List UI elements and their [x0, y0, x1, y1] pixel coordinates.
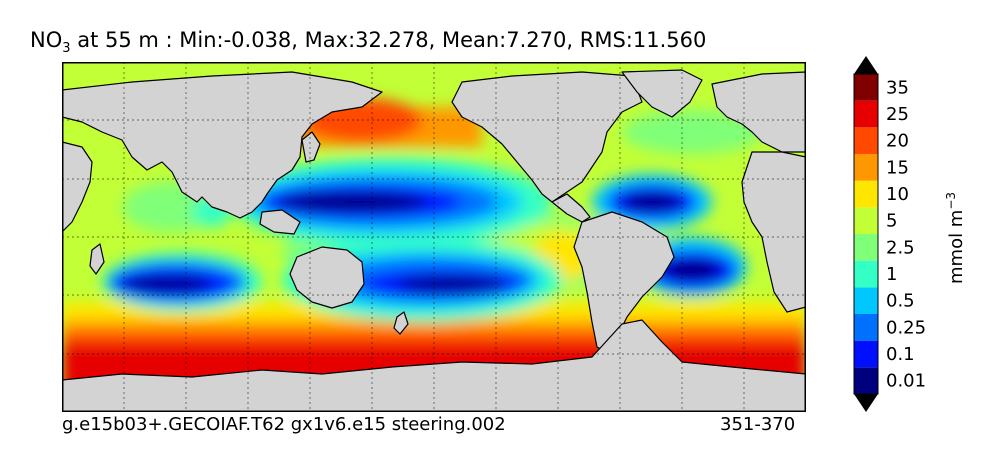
colorbar-swatch — [854, 260, 878, 288]
north-pacific-gyre-center — [277, 192, 427, 212]
colorbar-tick-label: 20 — [886, 131, 909, 152]
colorbar-swatch — [854, 154, 878, 181]
north-atlantic-subpolar — [622, 110, 762, 154]
north-atlantic-gyre-center — [622, 193, 682, 211]
year-range-label: 351-370 — [720, 414, 796, 435]
colorbar-tick-label: 0.25 — [886, 317, 926, 338]
map-title: NO3 at 55 m : Min:-0.038, Max:32.278, Me… — [30, 28, 706, 56]
south-atlantic-gyre-center — [662, 260, 722, 280]
title-species: NO — [30, 28, 63, 52]
colorbar-tick-label: 2.5 — [886, 237, 915, 258]
land-africa — [62, 141, 93, 233]
colorbar-tick-label: 25 — [886, 104, 909, 125]
colorbar-swatch — [854, 127, 878, 154]
land-madagascar — [89, 243, 105, 275]
land-europe — [711, 71, 806, 153]
run-id-label: g.e15b03+.GECOIAF.T62 gx1v6.e15 steering… — [62, 414, 506, 435]
colorbar: 0.01 0.1 0.25 0.5 1 2.5 5 10 15 20 25 35 mmol m−3 — [853, 56, 967, 412]
colorbar-swatch — [854, 367, 878, 394]
colorbar-tick-label: 5 — [886, 211, 897, 232]
land-greenland — [621, 69, 703, 118]
colorbar-swatch — [854, 314, 878, 341]
colorbar-swatch — [854, 74, 878, 101]
colorbar-tick-label: 15 — [886, 157, 909, 178]
colorbar-frame — [853, 73, 879, 395]
land-new-zealand — [393, 311, 409, 335]
land-maritime-asia — [259, 209, 301, 235]
colorbar-unit: mmol m — [946, 210, 967, 284]
colorbar-tick-label: 10 — [886, 184, 909, 205]
colorbar-swatch — [854, 340, 878, 368]
colorbar-tick-label: 0.5 — [886, 291, 915, 312]
colorbar-tick-label: 1 — [886, 264, 897, 285]
colorbar-swatch — [854, 207, 878, 234]
indian-gyre-center — [122, 276, 212, 292]
colorbar-swatch — [854, 180, 878, 208]
ocean-nitrate-map — [62, 62, 806, 412]
land-australia — [289, 246, 365, 309]
title-subscript: 3 — [62, 41, 71, 57]
colorbar-tick-label: 0.01 — [886, 371, 926, 392]
colorbar-over-arrow — [854, 56, 878, 74]
colorbar-tick-label: 35 — [886, 77, 909, 98]
colorbar-tick-label: 0.1 — [886, 344, 915, 365]
colorbar-swatch — [854, 287, 878, 314]
south-pacific-gyre-center — [397, 276, 507, 292]
title-stats: at 55 m : Min:-0.038, Max:32.278, Mean:7… — [70, 28, 707, 52]
land-eurasia — [62, 71, 383, 219]
colorbar-swatch — [854, 100, 878, 128]
graticule — [62, 62, 806, 412]
colorbar-under-arrow — [854, 394, 878, 412]
map-frame — [62, 62, 806, 412]
colorbar-swatch — [854, 234, 878, 261]
land-africa-west — [741, 151, 806, 313]
land-central-america — [551, 193, 591, 223]
svg-text:mmol m−3: mmol m−3 — [944, 192, 967, 284]
colorbar-unit-exponent: −3 — [944, 192, 958, 210]
colorbar-unit-label: mmol m−3 — [944, 192, 967, 284]
